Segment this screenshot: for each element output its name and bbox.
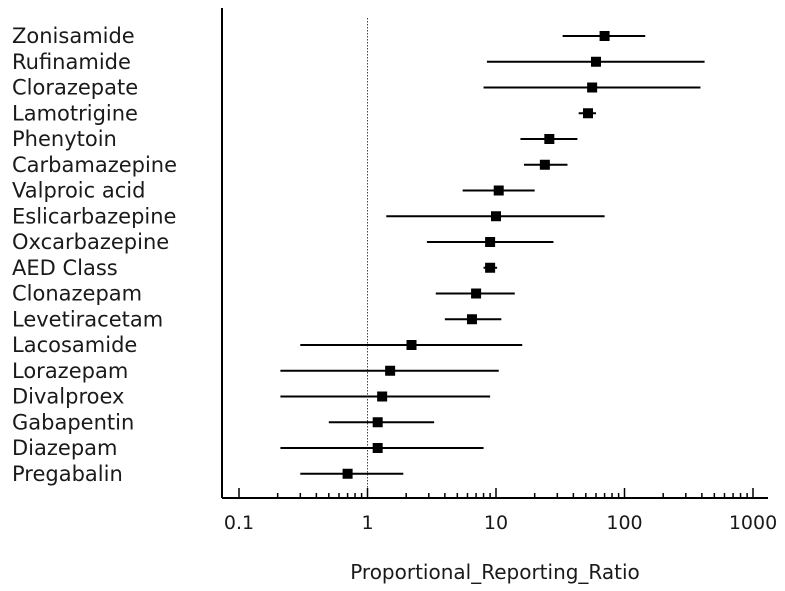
category-label: Clonazepam (12, 282, 142, 306)
x-tick-label: 100 (606, 512, 642, 534)
category-label: Clorazepate (12, 76, 138, 100)
data-marks (280, 31, 705, 479)
category-label: Levetiracetam (12, 307, 163, 331)
category-label: Eslicarbazepine (12, 204, 176, 228)
category-label: Phenytoin (12, 127, 117, 151)
category-label: Lamotrigine (12, 101, 138, 125)
point-estimate (372, 417, 383, 428)
category-label: Rufinamide (12, 50, 131, 74)
x-tick-label: 0.1 (224, 512, 254, 534)
point-estimate (471, 288, 482, 299)
point-estimate (485, 237, 496, 247)
point-estimate (583, 108, 594, 119)
point-estimate (377, 391, 388, 402)
x-axis-title: Proportional_Reporting_Ratio (350, 560, 640, 584)
category-labels: ZonisamideRufinamideClorazepateLamotrigi… (12, 24, 177, 486)
category-label: Lacosamide (12, 333, 137, 357)
category-label: Divalproex (12, 385, 124, 409)
point-estimate (372, 443, 383, 453)
point-estimate (539, 159, 550, 170)
category-label: Carbamazepine (12, 153, 177, 177)
point-estimate (406, 340, 417, 350)
category-label: Diazepam (12, 436, 117, 460)
category-label: Pregabalin (12, 462, 123, 486)
category-label: Gabapentin (12, 410, 134, 434)
point-estimate (491, 211, 501, 222)
category-label: Valproic acid (12, 179, 145, 203)
category-label: Zonisamide (12, 24, 135, 48)
point-estimate (385, 365, 396, 376)
point-estimate (485, 262, 496, 273)
category-label: AED Class (12, 256, 118, 280)
category-label: Lorazepam (12, 359, 128, 383)
point-estimate (493, 185, 504, 196)
point-estimate (590, 56, 601, 67)
point-estimate (544, 134, 555, 144)
x-tick-label: 1000 (729, 512, 777, 534)
x-tick-label: 1 (361, 512, 373, 534)
x-tick-label: 10 (484, 512, 508, 534)
x-axis-ticks: 0.1 1 10 100 1000 (224, 488, 777, 534)
point-estimate (342, 468, 353, 479)
point-estimate (466, 314, 477, 325)
point-estimate (587, 82, 598, 93)
point-estimate (599, 31, 610, 41)
category-label: Oxcarbazepine (12, 230, 169, 254)
